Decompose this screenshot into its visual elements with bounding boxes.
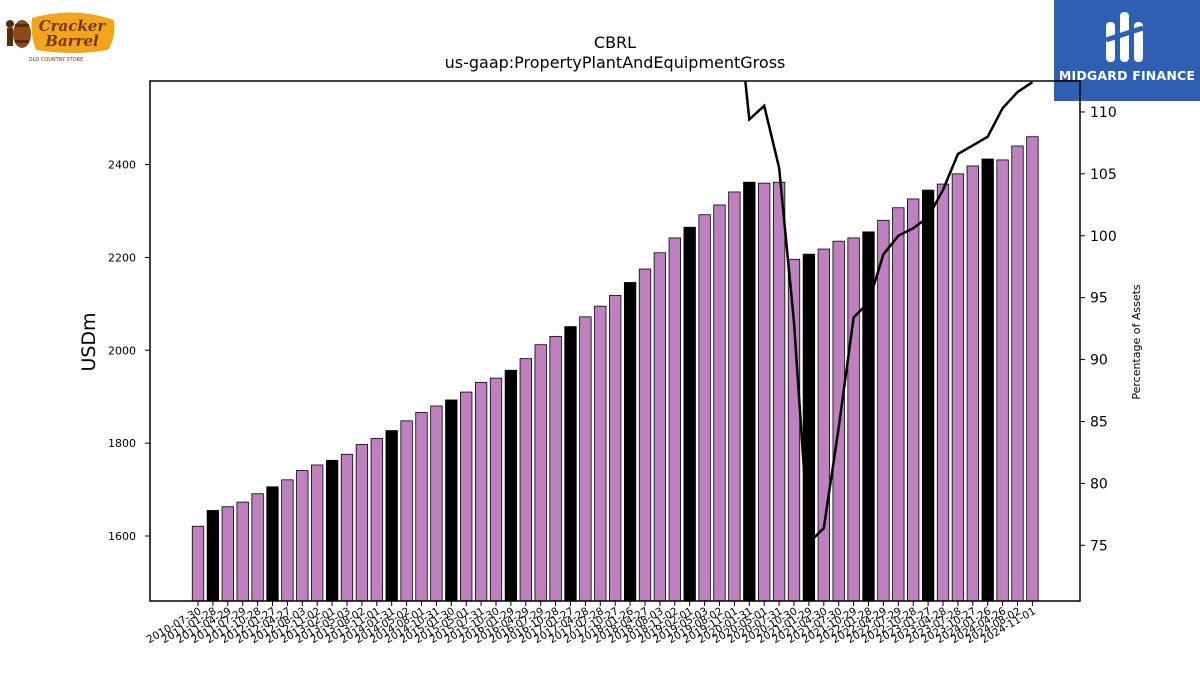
bar	[951, 173, 965, 602]
bar	[281, 479, 294, 602]
y2-tick-label: 100	[1090, 229, 1117, 245]
bar	[758, 182, 771, 602]
bar	[355, 444, 369, 602]
bar	[504, 369, 518, 602]
bar	[400, 420, 413, 602]
bar	[892, 207, 905, 602]
y2-axis-ticks: 75 80 85 90 95 100 105 110	[1080, 105, 1117, 554]
brand-tagline: OLD COUNTRY STORE	[29, 57, 84, 63]
bar	[311, 464, 324, 602]
y-tick-label: 1600	[108, 530, 136, 543]
bar	[981, 158, 994, 602]
cracker-barrel-logo: Cracker Barrel OLD COUNTRY STORE	[4, 4, 119, 64]
chart-title: CBRL	[594, 33, 636, 52]
y-tick-label: 2400	[108, 159, 136, 172]
bar	[206, 510, 220, 602]
bar	[296, 470, 309, 602]
bar	[1011, 145, 1024, 602]
bar	[370, 438, 383, 602]
bar	[817, 248, 830, 602]
chart-subtitle: us-gaap:PropertyPlantAndEquipmentGross	[445, 53, 786, 72]
y2-tick-label: 95	[1090, 291, 1108, 307]
y-axis-ticks: 1600 1800 2000 2200 2400	[108, 159, 150, 543]
bar	[713, 204, 726, 602]
y-tick-label: 2200	[108, 251, 136, 264]
bar	[385, 430, 398, 602]
bar	[683, 226, 696, 602]
bar	[340, 453, 354, 602]
bar	[847, 237, 860, 602]
bar	[653, 252, 667, 602]
bar	[445, 399, 458, 602]
brand-line1: Cracker	[39, 17, 107, 35]
midgard-emblem-icon	[1105, 12, 1144, 62]
midgard-finance-logo: MIDGARD FINANCE	[1054, 0, 1200, 101]
bar	[266, 486, 279, 602]
bar	[221, 506, 234, 602]
brand-line2: Barrel	[44, 32, 99, 50]
bar	[668, 237, 681, 602]
y2-tick-label: 90	[1090, 353, 1108, 369]
y2-axis-label: Percentage of Assets	[1130, 284, 1143, 400]
bar	[877, 219, 890, 602]
bar	[907, 198, 920, 602]
bar	[430, 405, 443, 602]
bar	[325, 459, 339, 602]
bar	[474, 381, 488, 602]
bar	[519, 358, 532, 602]
bar	[415, 412, 428, 602]
bar	[489, 377, 503, 602]
bar-series	[191, 136, 1039, 602]
x-axis-ticks: 2010-07-302011-01-282011-04-292011-07-29…	[145, 601, 1038, 646]
bar	[743, 181, 756, 602]
bar	[534, 344, 547, 602]
y2-tick-label: 105	[1090, 167, 1117, 183]
bar	[638, 268, 652, 602]
bar	[191, 525, 205, 602]
y-tick-label: 1800	[108, 437, 136, 450]
bar	[623, 282, 637, 602]
bar	[594, 305, 607, 602]
bar	[609, 295, 622, 602]
y-tick-label: 2000	[108, 344, 136, 357]
bar	[1026, 136, 1039, 602]
bar	[236, 501, 249, 602]
bar	[921, 189, 935, 602]
midgard-finance-text: MIDGARD FINANCE	[1058, 68, 1196, 83]
bar	[966, 165, 979, 602]
bar	[564, 326, 577, 602]
bar	[698, 214, 711, 602]
plot-frame	[149, 80, 1081, 602]
bar	[802, 253, 816, 602]
bar	[996, 159, 1009, 602]
bar	[251, 493, 264, 602]
bar	[772, 181, 786, 602]
bar	[460, 391, 473, 602]
y-axis-label: USDm	[78, 312, 100, 371]
bar	[728, 191, 741, 602]
y2-tick-label: 80	[1090, 476, 1108, 492]
bar	[579, 316, 592, 602]
bar	[549, 335, 562, 602]
y2-tick-label: 85	[1090, 414, 1108, 430]
y2-tick-label: 110	[1090, 105, 1117, 121]
bar	[936, 183, 950, 602]
percentage-of-assets-line	[744, 81, 1034, 546]
barrel-man-icon	[6, 20, 31, 48]
y2-tick-label: 75	[1090, 538, 1108, 554]
